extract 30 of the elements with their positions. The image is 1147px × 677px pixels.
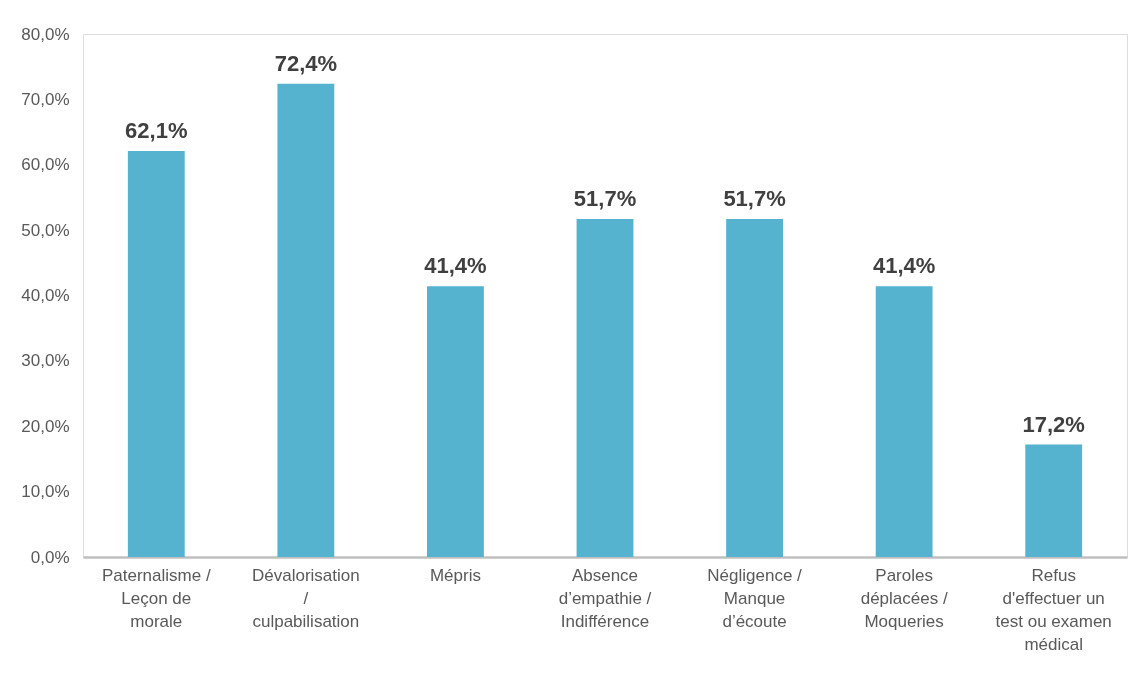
y-tick-label: 70,0% xyxy=(21,89,70,109)
x-tick-label: Refus d'effectuer un test ou examen médical xyxy=(995,565,1112,654)
x-tick-label: Dévalorisation / culpabilisation xyxy=(251,565,360,631)
bar xyxy=(576,219,634,557)
y-tick-label: 40,0% xyxy=(21,286,70,305)
bar xyxy=(875,286,933,557)
data-label: 51,7% xyxy=(573,186,637,212)
bar xyxy=(127,151,185,557)
y-tick-label: 80,0% xyxy=(21,24,70,44)
data-label: 72,4% xyxy=(274,50,338,76)
data-label: 41,4% xyxy=(872,253,936,279)
data-label: 41,4% xyxy=(424,253,487,279)
data-label: 17,2% xyxy=(1022,411,1085,437)
x-tick-label: Négligence / Manque d’écoute xyxy=(707,565,803,631)
y-tick-label: 0,0% xyxy=(30,547,70,567)
x-tick-label: Paroles déplacées / Moqueries xyxy=(860,565,948,631)
bar xyxy=(427,286,484,557)
x-tick-label: Mépris xyxy=(429,565,481,585)
data-label: 51,7% xyxy=(723,186,786,212)
bar xyxy=(726,219,783,557)
y-tick-label: 50,0% xyxy=(21,220,70,240)
data-label: 62,1% xyxy=(125,118,188,144)
bar xyxy=(1025,444,1083,557)
y-tick-label: 30,0% xyxy=(21,351,70,371)
y-tick-label: 10,0% xyxy=(21,482,70,502)
y-tick-label: 60,0% xyxy=(21,155,70,175)
bar xyxy=(277,83,335,557)
x-tick-label: Paternalisme / Leçon de morale xyxy=(101,565,211,631)
x-tick-label: Absence d’empathie / Indifférence xyxy=(558,565,652,631)
y-tick-label: 20,0% xyxy=(21,416,70,436)
